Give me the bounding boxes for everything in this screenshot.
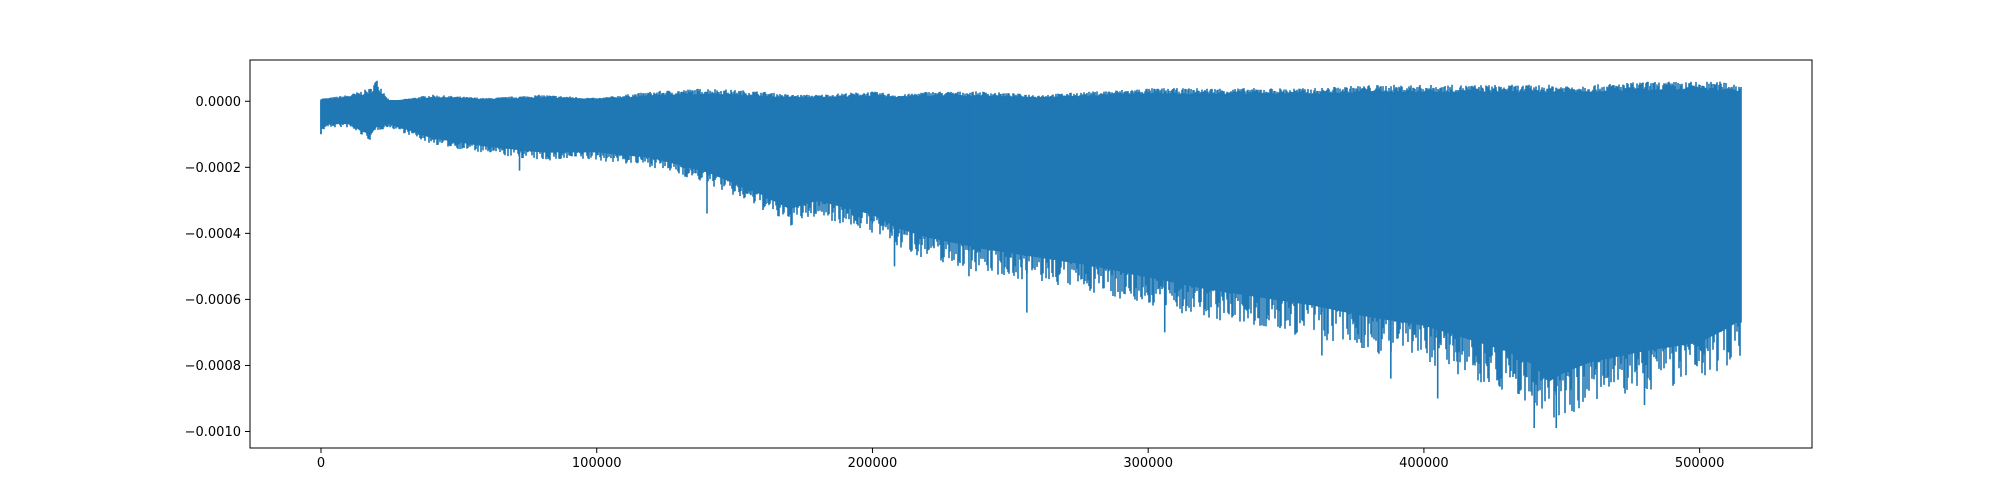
x-tick-label: 200000 — [848, 456, 898, 471]
y-tick-label: 0.0000 — [196, 95, 242, 110]
x-tick-label: 500000 — [1675, 456, 1725, 471]
y-tick-label: −0.0004 — [185, 227, 241, 242]
x-tick-label: 400000 — [1399, 456, 1449, 471]
x-tick-label: 0 — [317, 456, 325, 471]
x-tick-label: 300000 — [1123, 456, 1173, 471]
y-axis: 0.0000 −0.0002 −0.0004 −0.0006 −0.0008 −0.001… — [185, 95, 250, 440]
y-tick-label: −0.0006 — [185, 293, 241, 308]
x-tick-label: 100000 — [572, 456, 622, 471]
y-tick-label: −0.0010 — [185, 425, 241, 440]
y-tick-label: −0.0002 — [185, 161, 241, 176]
y-tick-label: −0.0008 — [185, 359, 241, 374]
series-fill — [321, 91, 1741, 382]
series-layer — [320, 80, 1742, 429]
plot-frame — [249, 59, 1813, 449]
x-axis: 0 100000 200000 300000 400000 500000 — [317, 448, 1725, 471]
